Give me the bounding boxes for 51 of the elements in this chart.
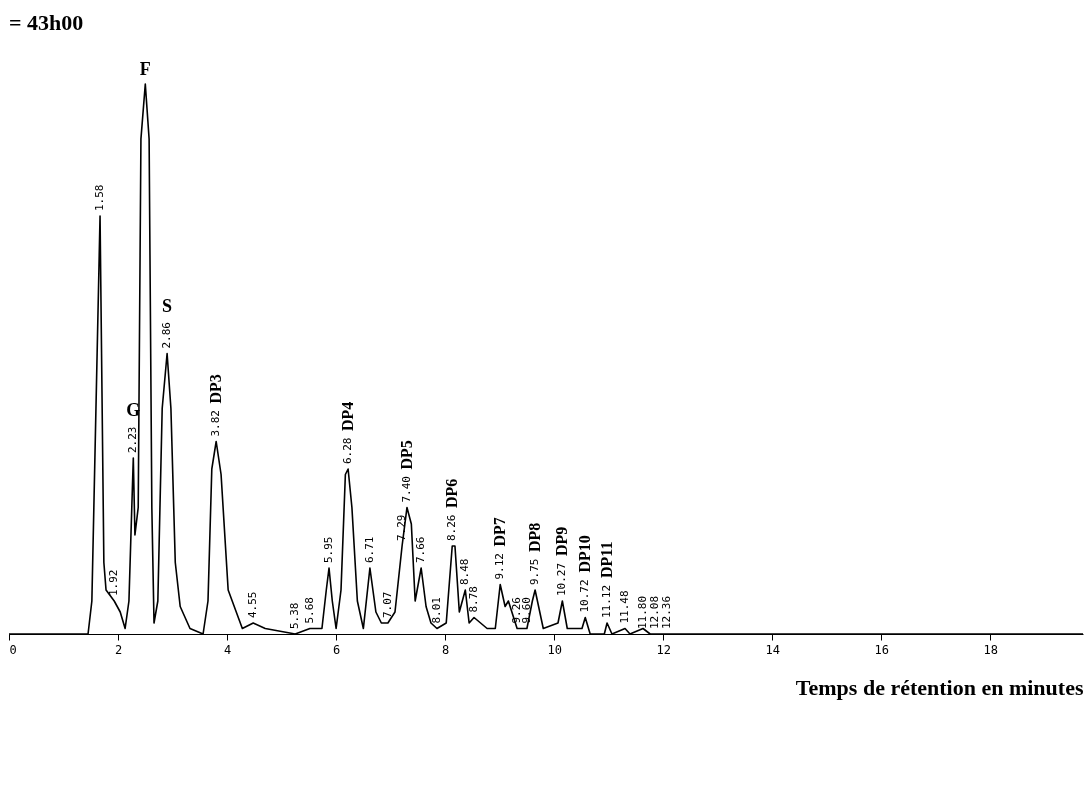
annotation: 4.55 (246, 591, 260, 618)
annotation: 12.08 (648, 595, 662, 629)
annotation: 8.01 (429, 597, 443, 624)
annotation: 10.27 (555, 562, 569, 596)
annotation: DP7 (491, 517, 509, 547)
annotation: 11.80 (636, 595, 650, 629)
annotation: S (162, 295, 173, 316)
chart-title: = 43h00 (9, 10, 84, 35)
annotation: 10.72 (578, 579, 592, 613)
annotation: 8.48 (458, 558, 472, 585)
x-tick-label: 2 (114, 642, 123, 657)
x-tick-label: 16 (874, 642, 890, 657)
annotation: DP9 (553, 526, 571, 556)
annotation: DP4 (339, 401, 357, 431)
annotation: DP8 (526, 522, 544, 552)
x-tick-label: 6 (332, 642, 341, 657)
annotation: 11.12 (600, 584, 614, 618)
annotation: 5.68 (302, 597, 316, 624)
x-tick-label: 12 (656, 642, 671, 657)
x-tick-label: 18 (983, 642, 999, 657)
x-tick-label: 10 (547, 642, 562, 657)
annotation: 8.26 (445, 514, 459, 541)
x-tick-label: 8 (442, 642, 450, 657)
annotation: 7.07 (380, 591, 394, 618)
annotation: 7.66 (414, 536, 428, 563)
x-axis-title: Temps de rétention en minutes (795, 674, 1084, 700)
x-tick-label: 14 (765, 642, 780, 657)
annotation: 9.12 (493, 553, 507, 580)
annotation: 1.92 (107, 569, 121, 596)
x-tick-label: 4 (223, 642, 232, 657)
annotation: 2.23 (126, 426, 140, 453)
annotation: 3.82 (209, 410, 223, 437)
x-tick-label: 0 (9, 642, 17, 657)
annotation: 6.71 (362, 536, 376, 563)
annotation: DP11 (598, 541, 616, 578)
annotation: 11.48 (618, 590, 632, 624)
annotation: DP5 (397, 440, 415, 470)
annotation: DP3 (207, 374, 225, 404)
annotation: 6.28 (341, 437, 355, 464)
annotation: 5.38 (288, 602, 302, 629)
annotation: 9.60 (519, 597, 533, 624)
annotation: 7.40 (399, 476, 413, 503)
annotation: DP6 (443, 478, 461, 508)
annotation: F (139, 59, 151, 79)
annotation: DP10 (576, 535, 594, 573)
annotation: 9.75 (528, 558, 542, 585)
annotation: 8.78 (467, 586, 481, 613)
annotation: 2.86 (160, 322, 174, 349)
annotation: 12.36 (660, 595, 674, 629)
annotation: 1.58 (93, 184, 107, 211)
annotation: 5.95 (322, 536, 336, 563)
